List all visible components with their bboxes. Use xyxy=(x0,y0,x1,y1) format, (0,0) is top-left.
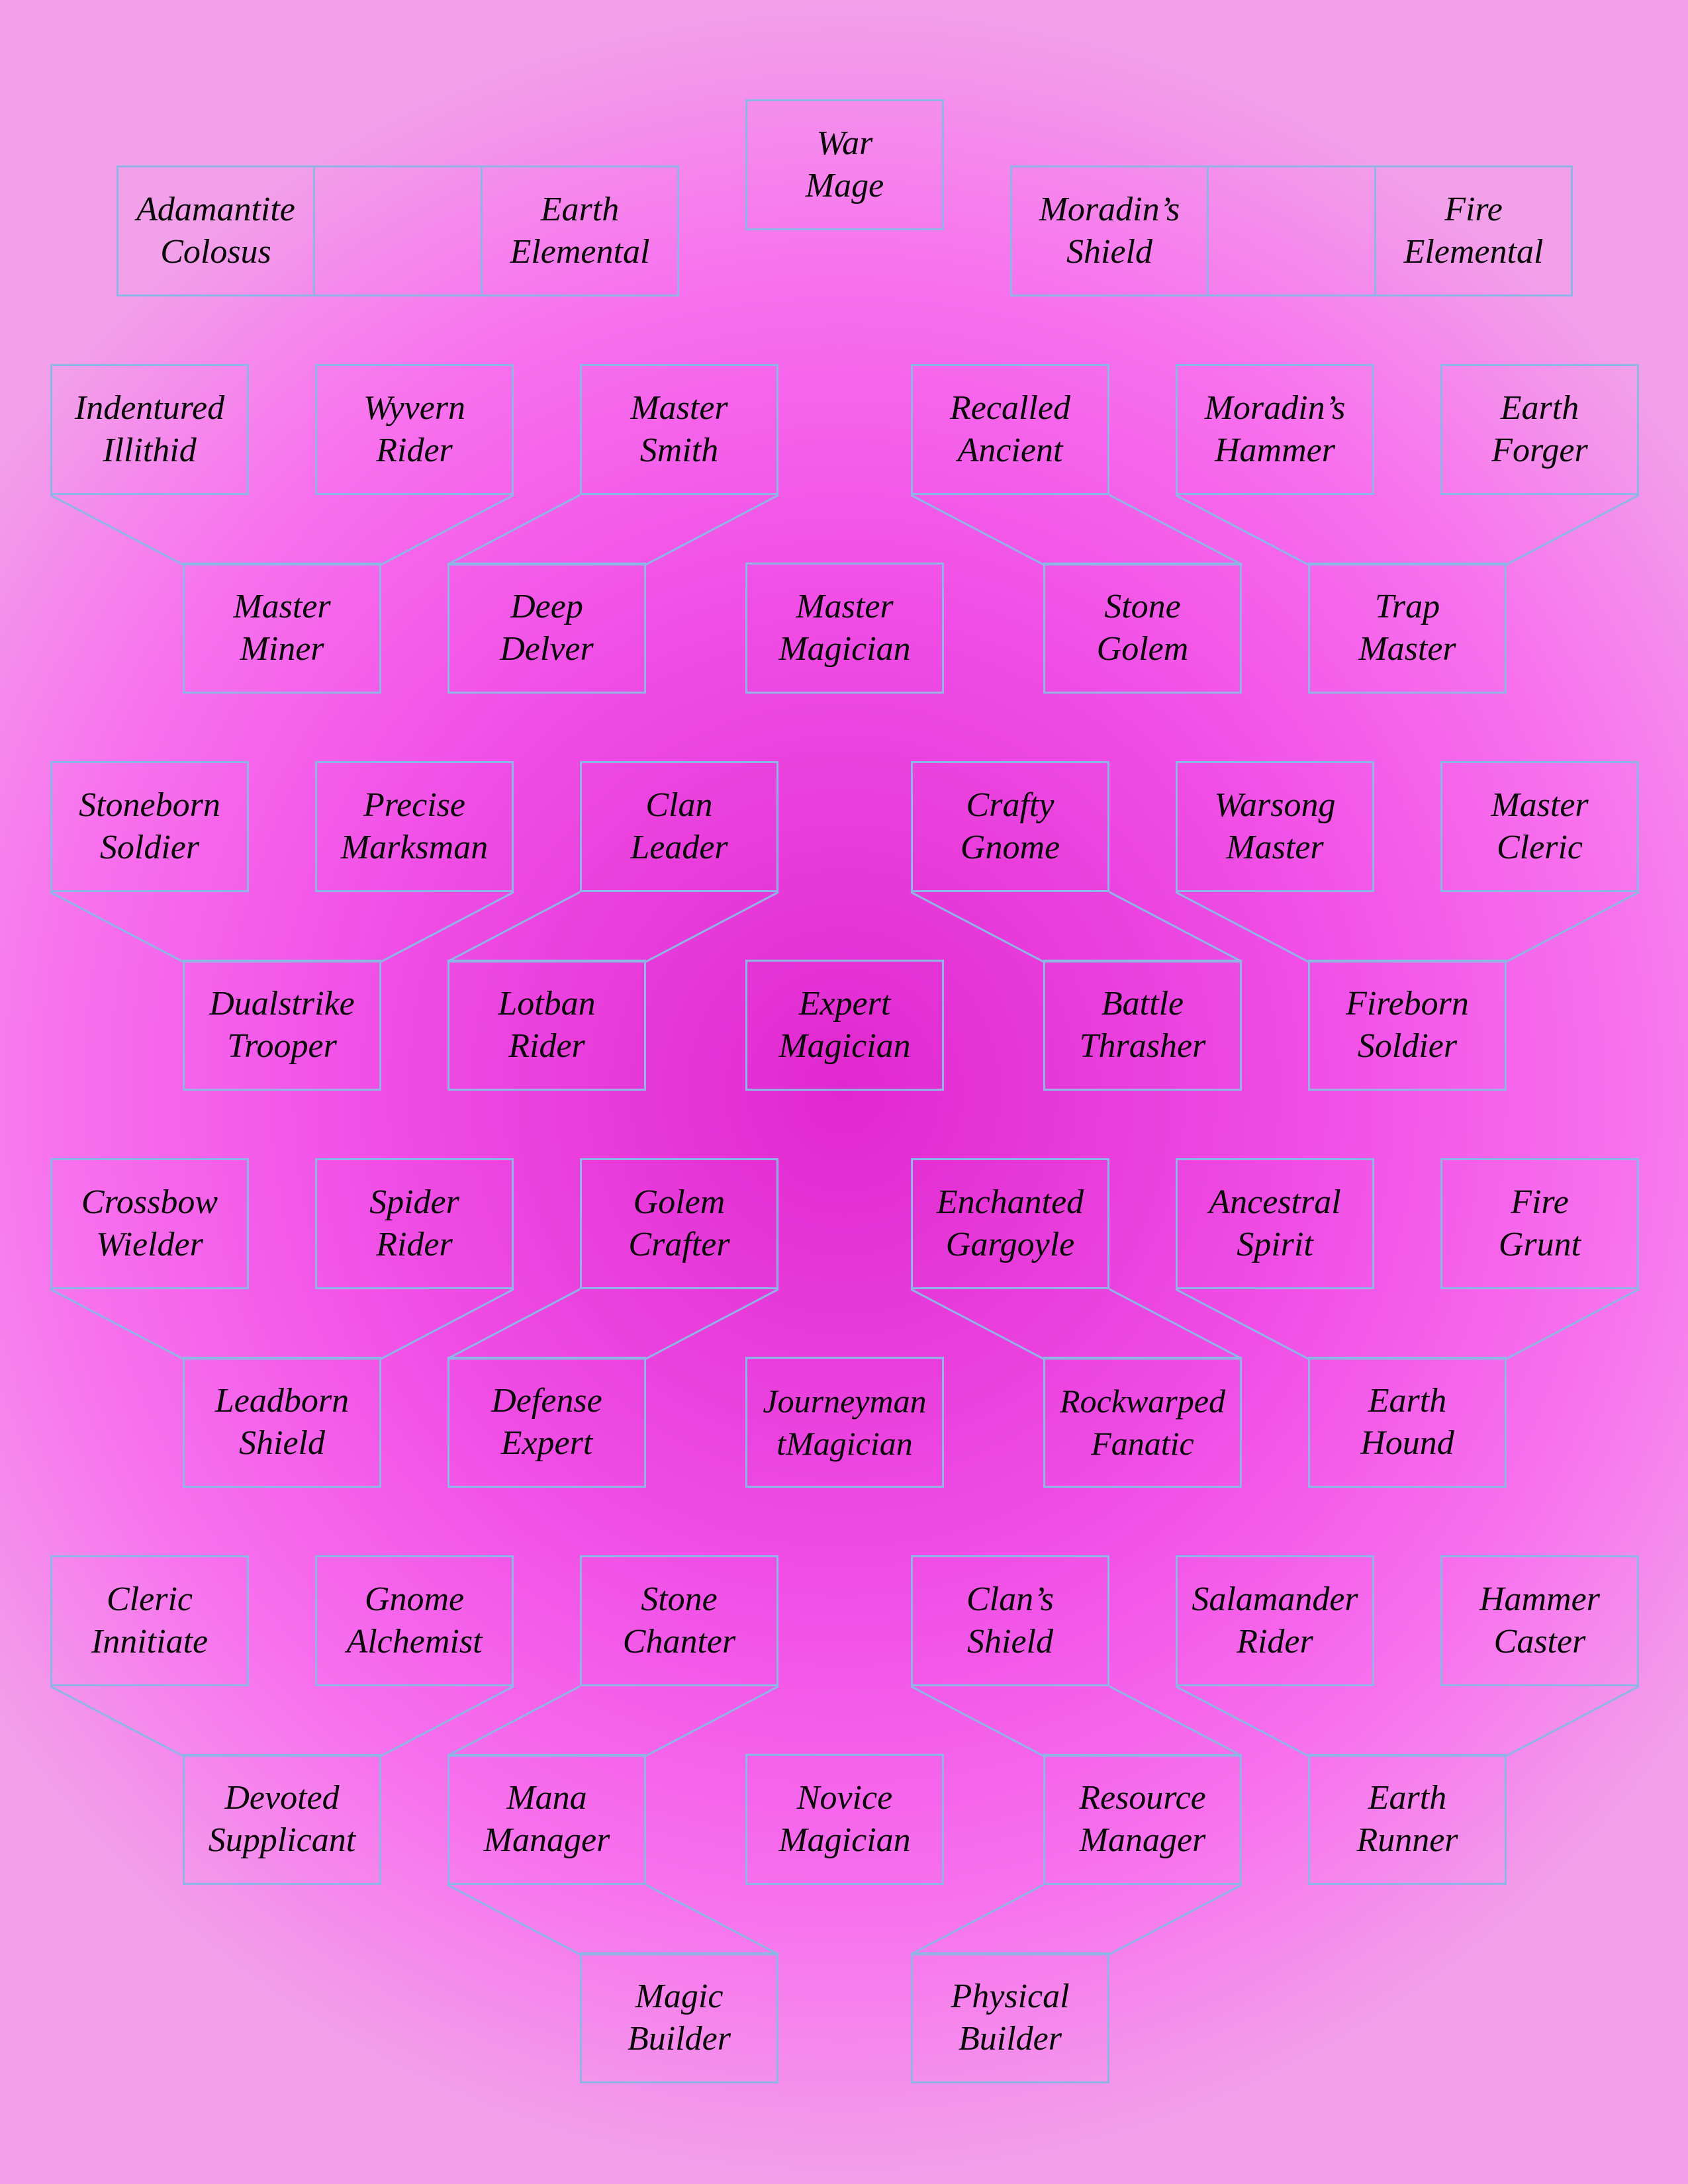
node-stoneborn-soldier[interactable]: Stoneborn Soldier xyxy=(50,761,249,892)
connector-line xyxy=(910,494,1243,566)
node-deep-delver[interactable]: Deep Delver xyxy=(447,563,646,694)
node-master-magician[interactable]: Master Magician xyxy=(745,563,944,694)
node-golem-crafter[interactable]: Golem Crafter xyxy=(580,1158,778,1289)
node-defense-expert[interactable]: Defense Expert xyxy=(447,1357,646,1488)
node-resource-manager[interactable]: Resource Manager xyxy=(1043,1754,1242,1885)
connector-line xyxy=(910,1884,1243,1956)
node-gnome-alchemist[interactable]: Gnome Alchemist xyxy=(315,1555,514,1686)
node-mana-manager[interactable]: Mana Manager xyxy=(447,1754,646,1885)
node-magic-builder[interactable]: Magic Builder xyxy=(580,1952,778,2083)
connector-line xyxy=(1175,1288,1640,1360)
connector-line xyxy=(50,1685,514,1757)
connector-line xyxy=(910,1288,1243,1360)
node-earth-forger[interactable]: Earth Forger xyxy=(1440,364,1639,495)
node-rockwarped-fanatic[interactable]: Rockwarped Fanatic xyxy=(1043,1357,1242,1488)
node-trap-master[interactable]: Trap Master xyxy=(1308,563,1507,694)
connector-line xyxy=(1175,494,1640,566)
node-devoted-supplicant[interactable]: Devoted Supplicant xyxy=(183,1754,381,1885)
node-adamantite-colosus[interactable]: Adamantite Colosus xyxy=(117,165,315,296)
node-earth-hound[interactable]: Earth Hound xyxy=(1308,1357,1507,1488)
empty-slot xyxy=(313,165,483,296)
connector-line xyxy=(50,494,514,566)
node-warsong-master[interactable]: Warsong Master xyxy=(1176,761,1374,892)
node-clan-leader[interactable]: Clan Leader xyxy=(580,761,778,892)
node-journeyman-magician[interactable]: Journeyman tMagician xyxy=(745,1357,944,1488)
node-stone-golem[interactable]: Stone Golem xyxy=(1043,563,1242,694)
connector-line xyxy=(910,1685,1243,1757)
connector-line xyxy=(447,1288,779,1360)
node-recalled-ancient[interactable]: Recalled Ancient xyxy=(911,364,1109,495)
node-dualstrike-trooper[interactable]: Dualstrike Trooper xyxy=(183,960,381,1091)
node-moradins-shield[interactable]: Moradin’s Shield xyxy=(1010,165,1209,296)
node-enchanted-gargoyle[interactable]: Enchanted Gargoyle xyxy=(911,1158,1109,1289)
node-master-smith[interactable]: Master Smith xyxy=(580,364,778,495)
node-spider-rider[interactable]: Spider Rider xyxy=(315,1158,514,1289)
connector-line xyxy=(447,494,779,566)
node-cleric-innitiate[interactable]: Cleric Innitiate xyxy=(50,1555,249,1686)
node-earth-elemental[interactable]: Earth Elemental xyxy=(481,165,679,296)
node-battle-thrasher[interactable]: Battle Thrasher xyxy=(1043,960,1242,1091)
node-novice-magician[interactable]: Novice Magician xyxy=(745,1754,944,1885)
node-crafty-gnome[interactable]: Crafty Gnome xyxy=(911,761,1109,892)
connector-line xyxy=(910,891,1243,963)
node-master-cleric[interactable]: Master Cleric xyxy=(1440,761,1639,892)
node-precise-marksman[interactable]: Precise Marksman xyxy=(315,761,514,892)
node-fire-grunt[interactable]: Fire Grunt xyxy=(1440,1158,1639,1289)
node-stone-chanter[interactable]: Stone Chanter xyxy=(580,1555,778,1686)
node-ancestral-spirit[interactable]: Ancestral Spirit xyxy=(1176,1158,1374,1289)
node-wyvern-rider[interactable]: Wyvern Rider xyxy=(315,364,514,495)
node-leadborn-shield[interactable]: Leadborn Shield xyxy=(183,1357,381,1488)
connector-line xyxy=(447,891,779,963)
connector-line xyxy=(447,1685,779,1757)
node-indentured-illithid[interactable]: Indentured Illithid xyxy=(50,364,249,495)
connector-line xyxy=(1175,891,1640,963)
connector-line xyxy=(50,891,514,963)
connector-line xyxy=(447,1884,779,1956)
node-fire-elemental[interactable]: Fire Elemental xyxy=(1374,165,1573,296)
node-clans-shield[interactable]: Clan’s Shield xyxy=(911,1555,1109,1686)
node-moradins-hammer[interactable]: Moradin’s Hammer xyxy=(1176,364,1374,495)
node-salamander-rider[interactable]: Salamander Rider xyxy=(1176,1555,1374,1686)
node-physical-builder[interactable]: Physical Builder xyxy=(911,1952,1109,2083)
connector-line xyxy=(1175,1685,1640,1757)
empty-slot xyxy=(1207,165,1376,296)
node-crossbow-wielder[interactable]: Crossbow Wielder xyxy=(50,1158,249,1289)
connector-line xyxy=(50,1288,514,1360)
node-war-mage[interactable]: War Mage xyxy=(745,99,944,230)
node-fireborn-soldier[interactable]: Fireborn Soldier xyxy=(1308,960,1507,1091)
node-hammer-caster[interactable]: Hammer Caster xyxy=(1440,1555,1639,1686)
node-master-miner[interactable]: Master Miner xyxy=(183,563,381,694)
node-lotban-rider[interactable]: Lotban Rider xyxy=(447,960,646,1091)
node-expert-magician[interactable]: Expert Magician xyxy=(745,960,944,1091)
node-earth-runner[interactable]: Earth Runner xyxy=(1308,1754,1507,1885)
